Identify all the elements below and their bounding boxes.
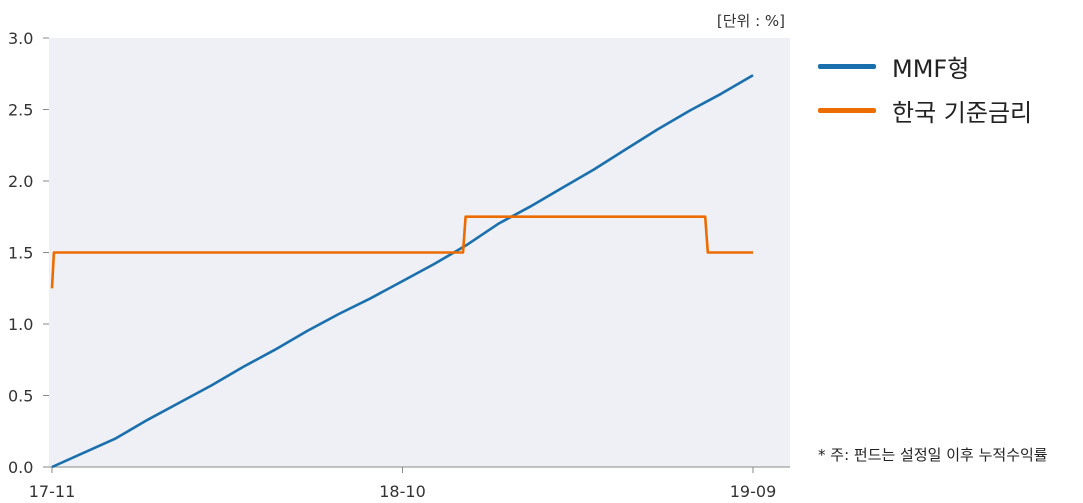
x-tick-label: 17-11 <box>29 482 76 501</box>
legend: MMF형 한국 기준금리 <box>818 44 1032 132</box>
mmf-line <box>51 74 754 469</box>
unit-label: [단위 : %] <box>717 12 785 30</box>
y-axis: 0.0 0.5 1.0 1.5 2.0 2.5 3.0 <box>8 29 49 477</box>
legend-label-mmf: MMF형 <box>892 54 970 83</box>
series-layer <box>50 74 754 469</box>
y-tick-label: 0.5 <box>8 387 33 406</box>
y-tick-label: 1.5 <box>8 244 33 263</box>
y-tick-label: 1.0 <box>8 315 33 334</box>
y-tick-label: 0.0 <box>8 458 33 477</box>
legend-item-mmf: MMF형 <box>818 44 1032 88</box>
y-tick-label: 2.0 <box>8 172 33 191</box>
footnote: * 주: 펀드는 설정일 이후 누적수익률 <box>818 446 1048 464</box>
x-tick-label: 18-10 <box>379 482 426 501</box>
base-rate-line <box>50 215 753 289</box>
x-axis: 17-11 18-10 19-09 <box>29 467 777 501</box>
y-tick-label: 3.0 <box>8 29 33 48</box>
y-tick-label: 2.5 <box>8 101 33 120</box>
x-tick-label: 19-09 <box>730 482 777 501</box>
legend-swatch-mmf <box>818 63 876 69</box>
legend-swatch-base-rate <box>818 107 876 113</box>
legend-item-base-rate: 한국 기준금리 <box>818 88 1032 132</box>
legend-label-base-rate: 한국 기준금리 <box>892 98 1033 127</box>
